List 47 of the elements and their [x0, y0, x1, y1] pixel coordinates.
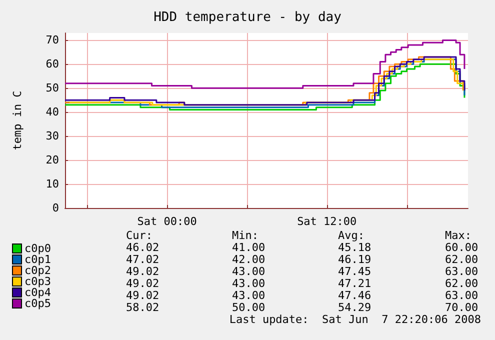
- x-tick-label: Sat 00:00: [137, 215, 197, 228]
- text: Last update: Sat Jun 7 22:20:06 2008: [229, 313, 481, 326]
- text: 47.02: [126, 253, 160, 266]
- x-tick-label: Sat 12:00: [297, 215, 357, 228]
- text: 42.00: [232, 253, 266, 266]
- text: 49.02: [126, 277, 160, 290]
- legend-label: c0p4: [24, 286, 52, 299]
- text: Min:: [232, 229, 258, 242]
- text: Avg:: [338, 229, 364, 242]
- y-tick-label: 70: [46, 34, 59, 47]
- legend-label: c0p1: [24, 253, 51, 266]
- y-tick-label: 0: [52, 202, 59, 214]
- text: 47.46: [338, 289, 372, 302]
- text: 46.19: [338, 253, 372, 266]
- legend-label: c0p2: [24, 264, 51, 277]
- y-tick-label: 50: [46, 82, 59, 95]
- y-tick-label: 10: [46, 178, 59, 191]
- legend-label: c0p5: [24, 297, 51, 310]
- text: 47.45: [338, 265, 372, 278]
- text: 63.00: [445, 265, 478, 278]
- text: 50.00: [232, 301, 266, 314]
- text: 49.02: [126, 265, 160, 278]
- text: 58.02: [126, 301, 160, 314]
- text: 49.02: [126, 289, 160, 302]
- text: 60.00: [445, 241, 478, 254]
- y-axis-title: temp in C: [11, 90, 24, 150]
- text: Cur:: [126, 229, 152, 242]
- text: Max:: [445, 229, 472, 242]
- text: 54.29: [338, 301, 372, 314]
- text: 47.21: [338, 277, 372, 290]
- y-tick-label: 20: [46, 154, 59, 167]
- text: 43.00: [232, 277, 266, 290]
- text: 41.00: [232, 241, 266, 254]
- y-tick-label: 30: [46, 130, 59, 143]
- legend-label: c0p3: [24, 275, 51, 288]
- text: 43.00: [232, 289, 266, 302]
- y-tick-label: 40: [46, 106, 59, 119]
- legend-label: c0p0: [24, 242, 51, 255]
- text: 46.02: [126, 241, 160, 254]
- text: 45.18: [338, 241, 372, 254]
- chart-title: HDD temperature - by day: [154, 10, 342, 25]
- text: 70.00: [445, 301, 478, 314]
- y-tick-label: 60: [46, 58, 59, 71]
- text: 62.00: [445, 277, 478, 290]
- text: 63.00: [445, 289, 478, 302]
- text: 43.00: [232, 265, 266, 278]
- text: 62.00: [445, 253, 478, 266]
